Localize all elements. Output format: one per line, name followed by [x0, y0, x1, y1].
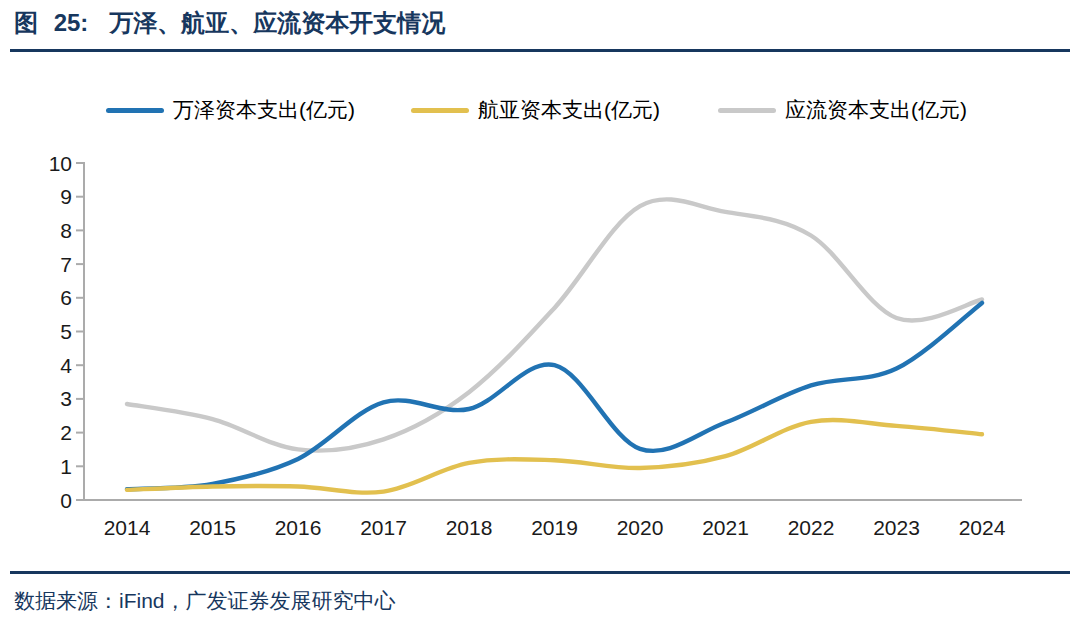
x-tick-label: 2024 [959, 516, 1006, 539]
x-tick-label: 2022 [788, 516, 835, 539]
x-tick-label: 2019 [531, 516, 578, 539]
legend-item-yingliu: 应流资本支出(亿元) [718, 97, 967, 123]
x-tick-label: 2018 [446, 516, 493, 539]
data-source: 数据来源：iFind，广发证券发展研究中心 [14, 587, 396, 615]
series-line-yingliu [127, 199, 982, 450]
footer-divider [10, 571, 1070, 574]
legend-marker-wanze [106, 108, 164, 113]
x-tick-label: 2023 [873, 516, 920, 539]
x-tick-label: 2015 [189, 516, 236, 539]
legend-marker-hangya [411, 108, 469, 113]
y-tick-label: 2 [60, 421, 72, 444]
x-tick-label: 2016 [275, 516, 322, 539]
x-tick-label: 2014 [104, 516, 151, 539]
x-tick-label: 2021 [702, 516, 749, 539]
x-tick-label: 2017 [360, 516, 407, 539]
legend-label-wanze: 万泽资本支出(亿元) [173, 96, 355, 124]
legend-item-hangya: 航亚资本支出(亿元) [411, 97, 660, 123]
legend-label-hangya: 航亚资本支出(亿元) [478, 96, 660, 124]
y-tick-label: 7 [60, 253, 72, 276]
series-line-hangya [127, 420, 982, 493]
y-tick-label: 10 [49, 152, 72, 175]
y-tick-label: 8 [60, 219, 72, 242]
y-tick-label: 4 [60, 354, 72, 377]
legend-marker-yingliu [718, 108, 776, 113]
y-tick-label: 0 [60, 489, 72, 512]
legend-item-wanze: 万泽资本支出(亿元) [106, 97, 355, 123]
y-tick-label: 6 [60, 286, 72, 309]
legend-label-yingliu: 应流资本支出(亿元) [785, 96, 967, 124]
y-tick-label: 5 [60, 320, 72, 343]
y-tick-label: 1 [60, 455, 72, 478]
y-tick-label: 3 [60, 387, 72, 410]
x-tick-label: 2020 [617, 516, 664, 539]
line-chart: 0 1 2 3 4 5 6 7 8 9 10 2014 2015 2016 2017 2018 2019 2020… [0, 0, 1080, 626]
y-tick-label: 9 [60, 185, 72, 208]
